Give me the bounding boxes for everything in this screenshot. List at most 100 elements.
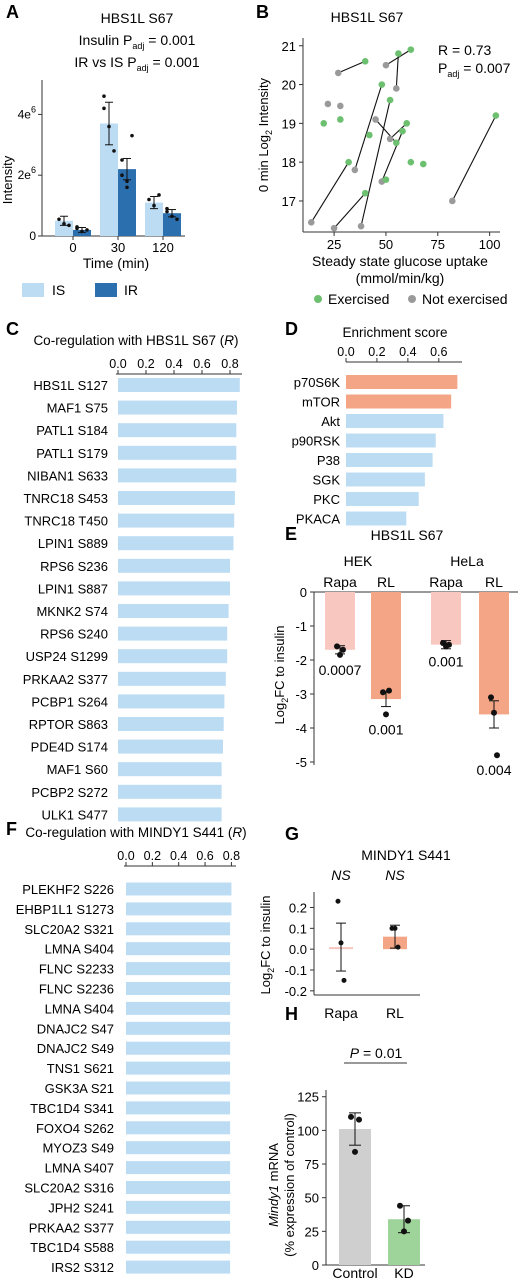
panel-e-bar xyxy=(325,592,355,650)
panel-d-row-label: PKC xyxy=(313,492,340,507)
panel-c-bar xyxy=(118,604,229,618)
panel-e-category-label: RL xyxy=(377,574,395,590)
panel-e-pvalue: 0.001 xyxy=(368,721,403,737)
panel-b-point-exercised xyxy=(419,160,427,168)
panel-h-ytick-label: 125 xyxy=(297,1090,319,1105)
panel-b-point-exercised xyxy=(361,57,369,65)
panel-b-xtick-label: 25 xyxy=(327,237,341,252)
panel-f-bar xyxy=(126,1041,231,1055)
panel-f-bar xyxy=(126,1021,231,1035)
panel-a-point xyxy=(125,179,129,184)
panel-e-point xyxy=(337,651,343,658)
panel-b-point-exercised xyxy=(407,158,415,166)
panel-f-row-label: MYOZ3 S49 xyxy=(42,1141,114,1156)
panel-letter-a: A xyxy=(6,2,19,22)
panel-e-bar xyxy=(431,592,461,645)
panel-e-category-label: Rapa xyxy=(323,574,357,590)
panel-c-bar xyxy=(118,513,235,528)
panel-a-ytick-label: 2e6 xyxy=(18,165,36,182)
panel-b-title: HBS1L S67 xyxy=(331,9,404,25)
panel-letter-e: E xyxy=(285,524,297,544)
panel-f-bar xyxy=(126,1200,231,1214)
panel-c-bar xyxy=(118,762,222,777)
panel-e-point xyxy=(380,689,386,696)
panel-e-point xyxy=(491,709,497,716)
panel-f-bar xyxy=(126,1121,231,1135)
panel-f-row-label: DNAJC2 S49 xyxy=(37,1041,114,1056)
panel-f-row-label: TBC1D4 S588 xyxy=(30,1240,114,1255)
panel-h-ytick-label: 100 xyxy=(297,1123,319,1138)
panel-d-xtick-label: 0.0 xyxy=(337,345,354,359)
panel-d-bar xyxy=(346,492,419,506)
panel-h-ytick-label: 0 xyxy=(312,1258,319,1273)
panel-f-row-label: LMNA S407 xyxy=(45,1161,114,1176)
legend-swatch-ir xyxy=(95,283,117,297)
panel-e-pvalue: 0.001 xyxy=(428,653,463,669)
panel-a-point xyxy=(62,222,66,226)
panel-f-row-label: FLNC S2236 xyxy=(39,982,114,997)
panel-f-row-label: TNS1 S621 xyxy=(47,1061,114,1076)
panel-f-bar xyxy=(126,882,232,896)
panel-f-bar xyxy=(126,962,231,976)
panel-b-point-not-exercised xyxy=(357,222,365,230)
panel-a-point xyxy=(67,223,71,228)
panel-a-xtick-label: 0 xyxy=(69,240,76,255)
panel-b-pair-line xyxy=(389,122,408,140)
panel-d-title: Enrichment score xyxy=(342,325,447,340)
panel-f-xtick-label: 0.8 xyxy=(223,849,240,863)
panel-e-pvalue: 0.0007 xyxy=(319,662,362,678)
panel-c-row-label: MKNK2 S74 xyxy=(36,604,108,619)
panel-g-point xyxy=(338,940,344,946)
panel-a-ytick-label: 4e6 xyxy=(18,104,36,121)
panel-a-point xyxy=(165,209,169,214)
panel-a-point xyxy=(85,228,89,232)
panel-a-point xyxy=(152,203,156,208)
panel-c-row-label: PATL1 S179 xyxy=(36,446,108,461)
panel-c-row-label: MAF1 S60 xyxy=(47,762,108,777)
panel-letter-f: F xyxy=(6,819,17,839)
panel-f-bar xyxy=(126,1260,231,1274)
panel-h-category-label: Control xyxy=(332,1265,377,1280)
panel-letter-b: B xyxy=(256,2,269,22)
panel-c-xtick-label: 0.0 xyxy=(109,357,126,371)
panel-h-ytick-label: 50 xyxy=(305,1191,319,1206)
legend-label-exercised: Exercised xyxy=(328,291,389,307)
panel-f-bar xyxy=(126,1081,231,1095)
panel-b-ytick-label: 21 xyxy=(282,39,296,54)
panel-b-point-not-exercised xyxy=(307,219,315,226)
panel-e-category-label: Rapa xyxy=(429,574,463,590)
panel-f-bar xyxy=(126,1061,231,1075)
panel-g-category-label: RL xyxy=(386,1005,404,1021)
panel-e-point xyxy=(340,646,346,653)
panel-c-row-label: PRKAA2 S377 xyxy=(23,672,108,687)
panel-f-coregulation-chart: Co-regulation with MINDY1 S441 (R) 0.0 0.… xyxy=(16,825,247,1275)
panel-c-xtick-label: 0.4 xyxy=(165,357,182,371)
panel-c-bar xyxy=(118,400,237,415)
panel-f-bar xyxy=(126,1101,231,1115)
panel-c-row-label: USP24 S1299 xyxy=(26,649,108,664)
panel-f-row-label: FLNC S2233 xyxy=(39,962,114,977)
panel-g-title: MINDY1 S441 xyxy=(361,847,451,863)
panel-g-ns-rapa: NS xyxy=(331,867,351,883)
panel-g-ytick-label: 0.0 xyxy=(289,942,307,957)
panel-b-pair-line xyxy=(333,192,366,229)
panel-f-row-label: SLC20A2 S316 xyxy=(24,1181,114,1196)
panel-h-point xyxy=(352,1148,358,1155)
panel-f-row-label: EHBP1L1 S1273 xyxy=(16,902,114,917)
panel-e-ylabel: Log2FC to insulin xyxy=(272,626,290,725)
panel-b-point-not-exercised xyxy=(337,102,344,110)
panel-h-point xyxy=(356,1116,362,1123)
panel-b-point-exercised xyxy=(382,176,390,183)
panel-c-row-label: PDE4D S174 xyxy=(31,740,108,755)
panel-e-ytick-label: -3 xyxy=(295,687,307,702)
panel-b-ytick-label: 17 xyxy=(282,194,296,209)
panel-f-bar xyxy=(126,1240,231,1254)
panel-b-point-exercised xyxy=(407,46,415,53)
panel-e-bar xyxy=(371,592,401,700)
legend-swatch-is xyxy=(22,283,44,297)
panel-b-point-not-exercised xyxy=(351,166,359,174)
panel-c-xtick-label: 0.8 xyxy=(221,357,238,371)
panel-a-intensity-chart: HBS1L S67 Insulin Padj = 0.001 IR vs IS … xyxy=(0,10,200,298)
panel-b-ytick-label: 18 xyxy=(282,155,296,170)
panel-c-row-label: LPIN1 S887 xyxy=(38,581,108,596)
